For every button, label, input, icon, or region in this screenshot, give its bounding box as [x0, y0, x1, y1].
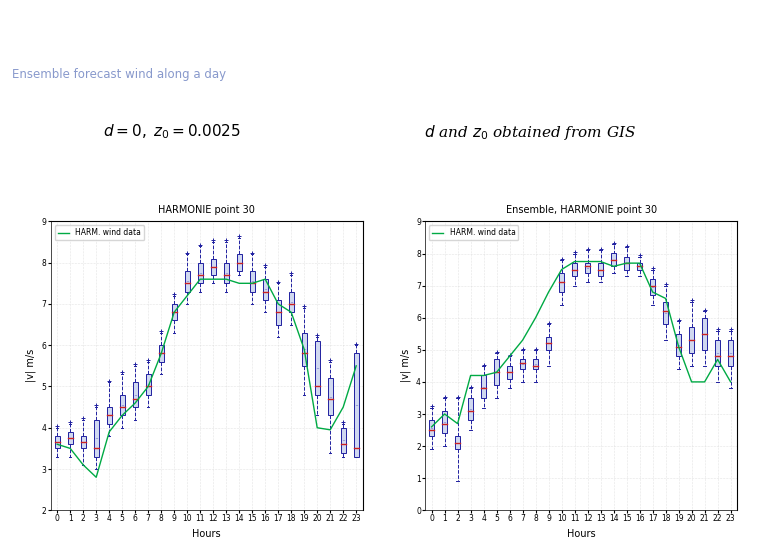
Bar [185, 271, 190, 292]
Bar [507, 366, 512, 379]
Bar [302, 333, 307, 366]
Bar [276, 300, 281, 325]
Bar [663, 302, 668, 324]
Bar [495, 360, 499, 385]
Bar [559, 273, 564, 292]
Bar [442, 411, 447, 433]
Bar [715, 340, 720, 366]
Bar [146, 374, 151, 395]
Bar [341, 428, 346, 453]
Bar [107, 407, 112, 423]
Bar [651, 279, 655, 295]
Bar [55, 436, 59, 448]
Bar [198, 262, 203, 284]
Y-axis label: |v| m/s: |v| m/s [26, 349, 36, 382]
Text: $d = 0, \; z_0 = 0.0025$: $d = 0, \; z_0 = 0.0025$ [103, 123, 240, 141]
Bar [263, 279, 268, 300]
Text: Ensemble methods: Ensemble methods [12, 28, 220, 48]
Bar [224, 262, 229, 284]
Title: Ensemble, HARMONIE point 30: Ensemble, HARMONIE point 30 [505, 205, 657, 215]
Bar [729, 340, 733, 366]
Bar [690, 327, 694, 353]
X-axis label: Hours: Hours [567, 529, 595, 539]
Bar [598, 263, 603, 276]
Bar [585, 263, 590, 273]
Text: Ensemble forecast wind along a day: Ensemble forecast wind along a day [12, 68, 226, 81]
Bar [120, 395, 125, 415]
Bar [573, 263, 577, 276]
Bar [468, 398, 473, 421]
Bar [354, 354, 359, 457]
Text: SIANI: SIANI [714, 73, 756, 87]
Bar [520, 360, 525, 369]
Bar [546, 337, 551, 350]
Bar [68, 432, 73, 444]
Bar [172, 304, 176, 320]
Bar [81, 436, 86, 448]
Title: HARMONIE point 30: HARMONIE point 30 [158, 205, 255, 215]
Bar [315, 341, 320, 395]
Bar [676, 334, 681, 356]
Bar [481, 375, 486, 398]
Legend: HARM. wind data: HARM. wind data [55, 225, 144, 240]
Bar [702, 318, 707, 350]
Bar [534, 360, 538, 369]
Bar [637, 263, 642, 269]
Bar [159, 345, 164, 362]
Bar [289, 292, 293, 312]
Bar [624, 256, 629, 269]
Bar [429, 421, 434, 436]
Bar [133, 382, 138, 407]
Bar [94, 420, 99, 457]
Legend: HARM. wind data: HARM. wind data [429, 225, 519, 240]
Bar [211, 259, 215, 275]
Bar [328, 378, 333, 415]
Text: $d$ and $z_0$ obtained from GIS: $d$ and $z_0$ obtained from GIS [424, 123, 636, 141]
Bar [237, 254, 242, 271]
X-axis label: Hours: Hours [193, 529, 221, 539]
Bar [250, 271, 254, 292]
Bar [456, 436, 460, 449]
Y-axis label: |v| m/s: |v| m/s [400, 349, 410, 382]
Bar [612, 253, 616, 266]
